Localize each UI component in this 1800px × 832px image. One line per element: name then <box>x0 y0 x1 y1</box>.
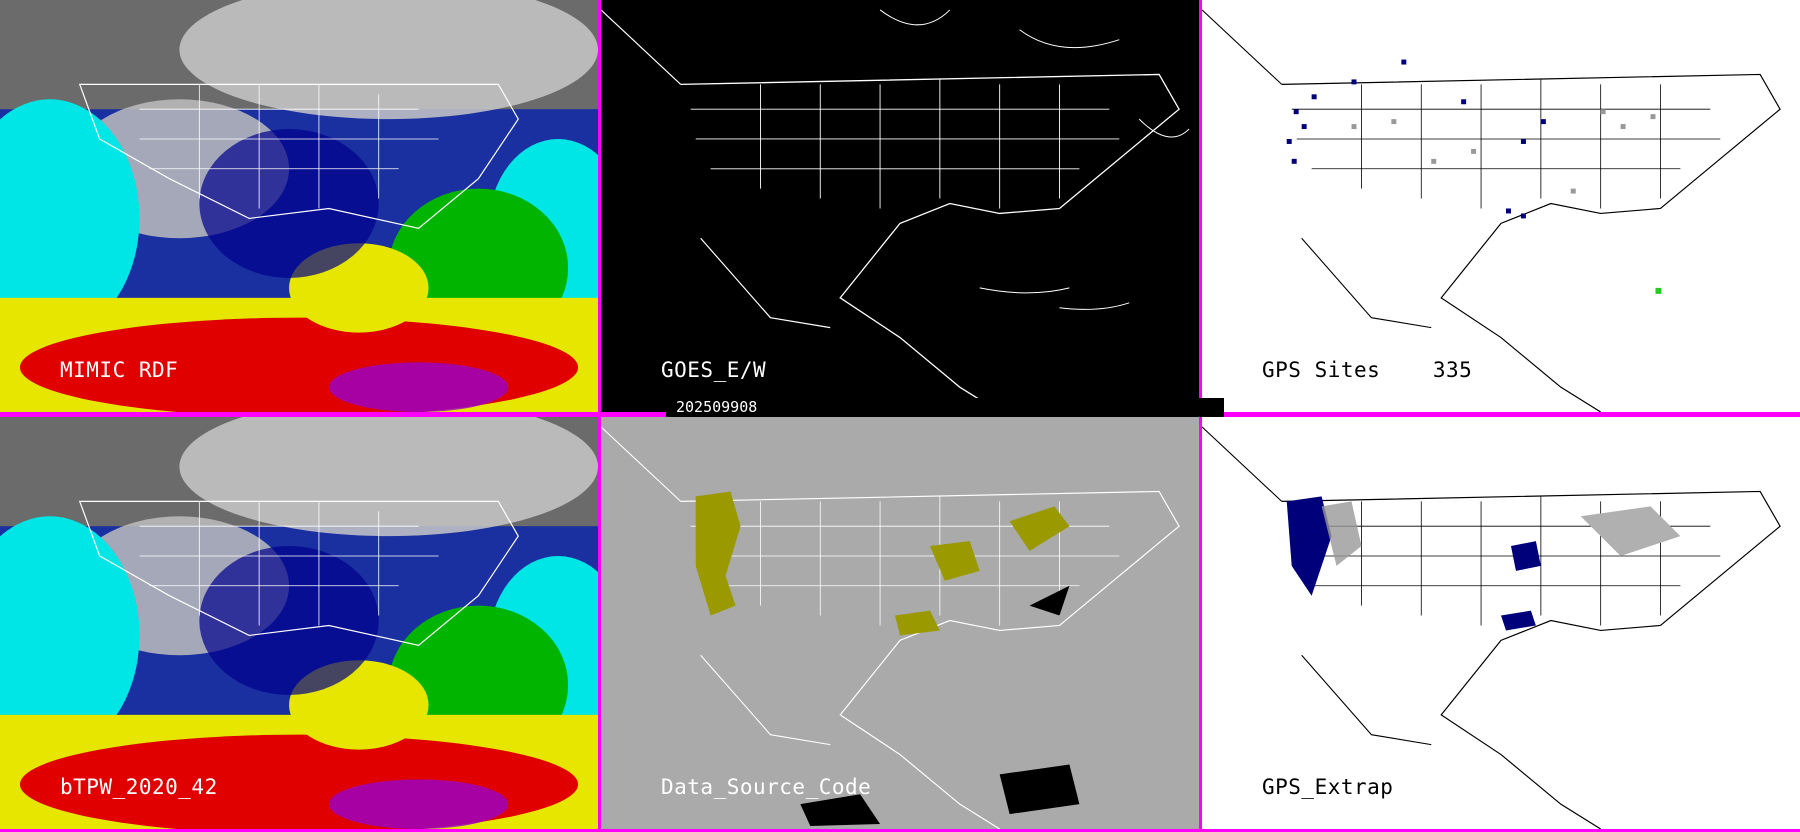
goes-ew-panel: GOES_E/W <box>601 0 1199 412</box>
panel-label: Data_Source_Code <box>661 775 872 799</box>
panel-label: GPS_Extrap <box>1262 775 1394 799</box>
source-map <box>601 417 1199 829</box>
data-source-panel: Data_Source_Code <box>601 417 1199 829</box>
gps-extrap-panel: GPS_Extrap <box>1202 417 1800 829</box>
gps-sites-panel: GPS Sites 335 <box>1202 0 1800 412</box>
panel-label: GOES_E/W <box>661 358 767 382</box>
tpw-map <box>0 417 598 829</box>
mimic-rdf-panel: MIMIC RDF <box>0 0 598 412</box>
extrap-map <box>1202 417 1800 829</box>
sites-map <box>1202 0 1800 412</box>
btpw-panel: bTPW_2020_42 <box>0 417 598 829</box>
tpw-map <box>0 0 598 412</box>
date-stamp: 202509908 <box>666 398 1224 417</box>
panel-label: MIMIC RDF <box>60 358 179 382</box>
outline-map <box>601 0 1199 412</box>
panel-label: bTPW_2020_42 <box>60 775 218 799</box>
panel-label: GPS Sites 335 <box>1262 358 1473 382</box>
